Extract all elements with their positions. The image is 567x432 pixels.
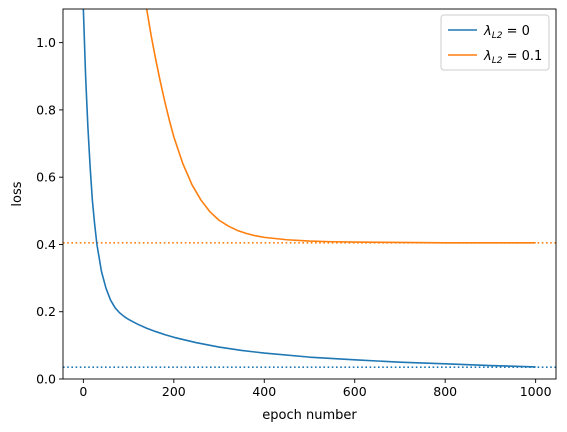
x-tick-label: 800 <box>433 384 457 399</box>
legend: λL2 = 0 λL2 = 0.1 <box>440 14 550 71</box>
x-tick-label: 0 <box>79 384 87 399</box>
axis-ticks: 0 200 400 600 800 1000 0.0 0.2 0.4 0.6 0.8 1.0 <box>36 35 551 399</box>
y-tick-label: 0.6 <box>36 170 56 185</box>
y-tick-label: 0.8 <box>36 102 56 117</box>
series-line-1 <box>145 9 536 244</box>
series-line-0 <box>82 9 536 368</box>
plot-frame <box>62 8 557 380</box>
x-tick-label: 1000 <box>520 384 552 399</box>
legend-label-0: λL2 = 0 <box>483 24 530 41</box>
y-axis-label: loss <box>10 181 25 206</box>
x-tick-label: 400 <box>252 384 276 399</box>
legend-box <box>440 14 550 71</box>
y-tick-label: 0.4 <box>36 237 56 252</box>
legend-label-1: λL2 = 0.1 <box>483 49 542 66</box>
x-axis-label: epoch number <box>262 408 357 423</box>
x-tick-label: 600 <box>343 384 367 399</box>
y-tick-label: 0.2 <box>36 304 56 319</box>
y-tick-label: 1.0 <box>36 35 56 50</box>
x-tick-label: 200 <box>162 384 186 399</box>
plot-lines <box>63 9 556 369</box>
y-tick-label: 0.0 <box>36 372 56 387</box>
